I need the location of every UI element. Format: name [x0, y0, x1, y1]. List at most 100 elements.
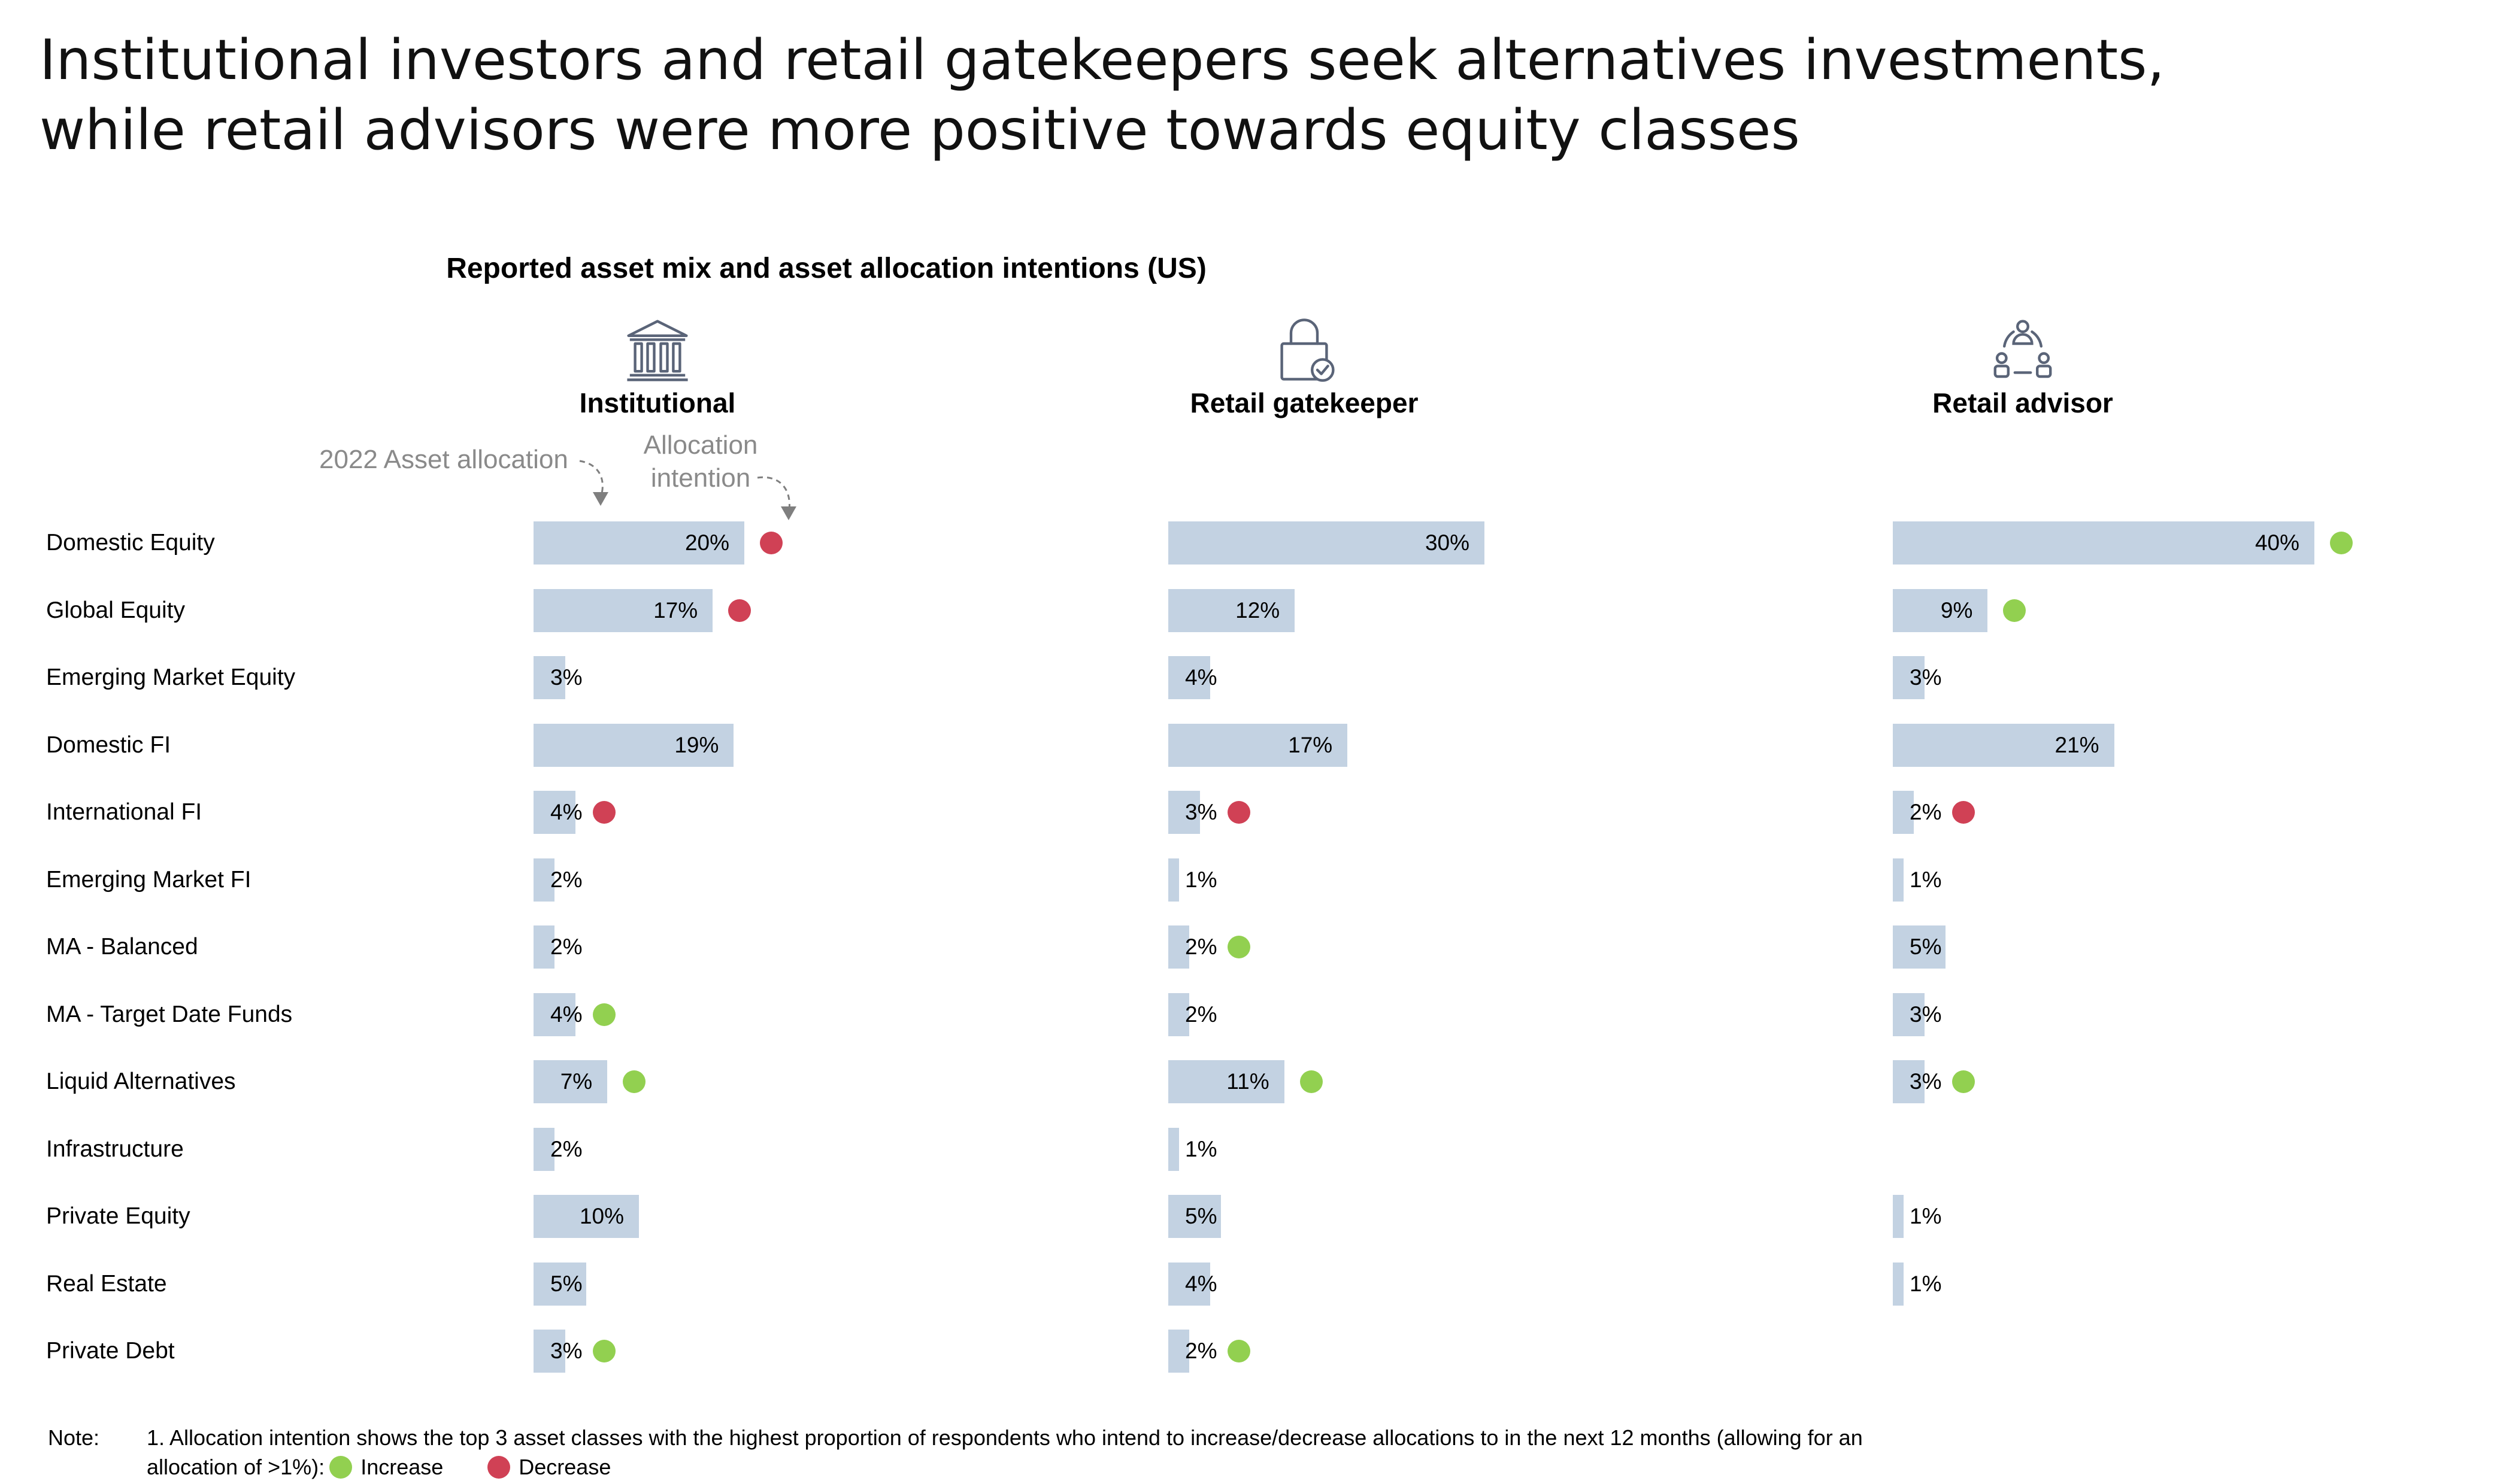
bar — [1893, 791, 1914, 834]
bar — [1893, 1195, 1904, 1238]
intention-increase-dot — [1952, 1070, 1975, 1093]
column-header-retail-gatekeeper: Retail gatekeeper — [1190, 387, 1419, 418]
legend-decrease-dot — [487, 1456, 511, 1479]
bar-value-label: 2% — [1185, 1339, 1217, 1363]
bar — [534, 1330, 565, 1373]
category-label: Domestic Equity — [46, 530, 215, 556]
bar-value-label: 1% — [1185, 867, 1217, 892]
category-label: Liquid Alternatives — [46, 1069, 236, 1094]
bar — [534, 521, 744, 565]
bar-value-label: 4% — [550, 1002, 583, 1027]
bar — [1168, 656, 1211, 699]
category-label: Domestic FI — [46, 732, 171, 758]
bar — [1893, 1060, 1925, 1103]
bar-value-label: 4% — [550, 800, 583, 824]
bar — [534, 993, 576, 1036]
bar-value-label: 7% — [560, 1069, 593, 1094]
column-header-retail-advisor: Retail advisor — [1932, 387, 2113, 418]
bar-value-label: 4% — [1185, 665, 1217, 690]
chart-title-line-1: Institutional investors and retail gatek… — [40, 28, 2165, 92]
bar — [1168, 723, 1348, 767]
intention-increase-dot — [623, 1070, 646, 1093]
intention-increase-dot — [593, 1003, 616, 1026]
bar-value-label: 2% — [1185, 1002, 1217, 1027]
intention-decrease-dot — [1952, 801, 1975, 824]
category-label: Emerging Market FI — [46, 866, 251, 893]
bar-value-label: 2% — [1185, 934, 1217, 959]
bar — [1168, 791, 1200, 834]
category-label: Real Estate — [46, 1270, 167, 1297]
note-label: Note: — [48, 1425, 100, 1450]
category-label: Private Equity — [46, 1203, 190, 1229]
category-label: Private Debt — [46, 1338, 175, 1364]
legend-increase-label: Increase — [360, 1455, 444, 1479]
bar-value-label: 9% — [1940, 597, 1973, 623]
bar — [1893, 656, 1925, 699]
bar — [1168, 1195, 1221, 1238]
intention-decrease-dot — [760, 532, 783, 554]
column-header-institutional: Institutional — [579, 387, 736, 418]
annotation-allocation-intention-line-2: intention — [650, 463, 751, 493]
bar-value-label: 3% — [1910, 1069, 1942, 1094]
bar — [534, 1127, 555, 1171]
intention-increase-dot — [593, 1340, 616, 1362]
bar — [534, 1262, 586, 1306]
intention-decrease-dot — [728, 599, 751, 622]
bar-value-label: 3% — [1910, 665, 1942, 690]
bar-value-label: 40% — [2254, 530, 2299, 555]
bar — [534, 1195, 639, 1238]
bar — [534, 588, 713, 632]
bar — [534, 723, 734, 767]
category-label: Infrastructure — [46, 1136, 184, 1162]
bar-value-label: 5% — [1910, 934, 1942, 959]
bar — [1893, 1262, 1904, 1306]
intention-increase-dot — [2003, 599, 2026, 622]
bar-value-label: 12% — [1235, 597, 1280, 623]
padlock-check-icon — [1271, 317, 1337, 383]
category-label: Global Equity — [46, 597, 185, 623]
bar — [1168, 993, 1190, 1036]
bar — [534, 925, 555, 969]
bar — [1168, 521, 1484, 565]
annotation-arrowhead-asset-allocation — [593, 492, 608, 506]
annotation-asset-allocation: 2022 Asset allocation — [319, 445, 568, 474]
annotation-arrow-asset-allocation — [579, 460, 604, 496]
intention-decrease-dot — [1228, 801, 1250, 824]
bar-value-label: 1% — [1185, 1136, 1217, 1161]
bar-value-label: 1% — [1910, 1271, 1942, 1296]
chart-subtitle: Reported asset mix and asset allocation … — [446, 253, 1207, 284]
note-text-line-2: allocation of >1%): Increase Decrease — [147, 1455, 611, 1480]
legend-increase-dot — [329, 1456, 353, 1479]
bar-value-label: 17% — [1288, 732, 1333, 757]
bar — [1893, 588, 1988, 632]
note-text-line-2-text: allocation of >1%): — [147, 1455, 325, 1479]
bar — [1168, 1330, 1190, 1373]
bar-value-label: 19% — [674, 732, 719, 757]
bar — [534, 791, 576, 834]
bar-value-label: 1% — [1910, 1204, 1942, 1228]
bar-value-label: 3% — [1910, 1002, 1942, 1027]
bar-value-label: 2% — [550, 1136, 583, 1161]
bar — [1893, 858, 1904, 902]
category-label: MA - Target Date Funds — [46, 1001, 293, 1027]
bar — [1168, 588, 1295, 632]
bar-value-label: 2% — [550, 867, 583, 892]
bar-value-label: 5% — [1185, 1204, 1217, 1228]
bar — [1893, 925, 1946, 969]
bar-value-label: 3% — [550, 665, 583, 690]
bar-value-label: 3% — [1185, 800, 1217, 824]
bar-value-label: 2% — [550, 934, 583, 959]
intention-increase-dot — [1299, 1070, 1323, 1093]
category-label: MA - Balanced — [46, 934, 198, 960]
category-label: International FI — [46, 799, 202, 825]
intention-decrease-dot — [593, 801, 616, 824]
annotation-arrowhead-allocation-intention — [781, 506, 796, 520]
annotation-allocation-intention: Allocation intention — [635, 429, 766, 494]
chart-title-line-2: while retail advisors were more positive… — [40, 98, 1800, 162]
bar-value-label: 11% — [1226, 1069, 1269, 1094]
bar — [534, 656, 565, 699]
intention-increase-dot — [1228, 936, 1250, 958]
bar-value-label: 2% — [1910, 800, 1942, 824]
bar-value-label: 3% — [550, 1339, 583, 1363]
legend-decrease-label: Decrease — [519, 1455, 611, 1479]
